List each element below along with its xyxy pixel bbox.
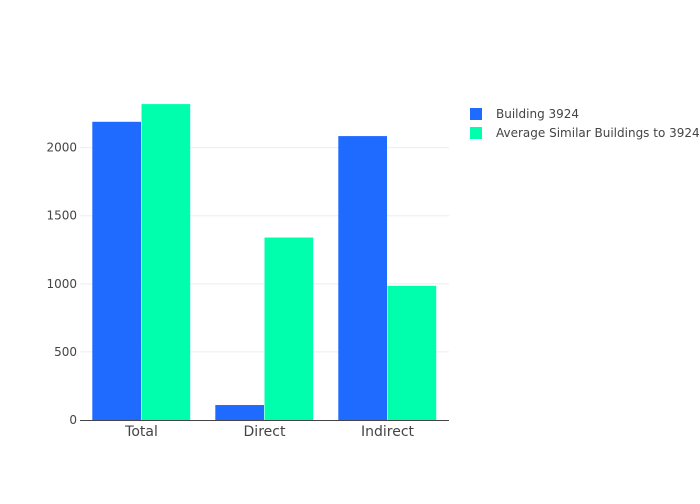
bar-direct-series-0[interactable] (215, 405, 264, 420)
bar-direct-series-1[interactable] (264, 237, 314, 420)
y-tick-label: 2000 (46, 141, 77, 155)
legend-label-0[interactable]: Building 3924 (496, 107, 579, 121)
legend[interactable]: Building 3924 Average Similar Buildings t… (470, 107, 700, 140)
y-tick-label: 1500 (46, 209, 77, 223)
y-tick-label: 0 (69, 413, 77, 427)
y-tick-label: 1000 (46, 277, 77, 291)
legend-label-1[interactable]: Average Similar Buildings to 3924 (496, 126, 700, 140)
bar-total-series-0[interactable] (92, 121, 141, 420)
legend-swatch-1[interactable] (470, 127, 482, 139)
x-tick-label: Total (124, 424, 158, 440)
bar-indirect-series-0[interactable] (338, 136, 387, 420)
y-tick-label: 500 (54, 345, 77, 359)
bar-total-series-1[interactable] (141, 104, 191, 420)
legend-swatch-0[interactable] (470, 108, 482, 120)
x-tick-label: Direct (244, 424, 286, 440)
axes: 0 500 1000 1500 2000 Total Direct Indirect (46, 141, 449, 440)
bars (92, 104, 437, 420)
x-tick-label: Indirect (361, 424, 415, 440)
bar-indirect-series-1[interactable] (387, 285, 437, 420)
